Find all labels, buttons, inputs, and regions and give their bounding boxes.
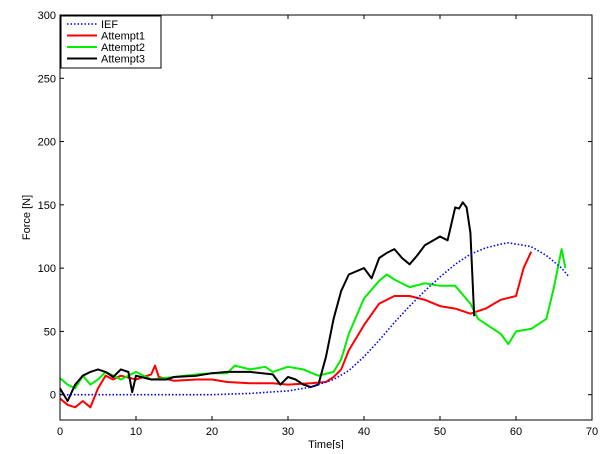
- y-axis: 0 50 100 150 200 250 300: [38, 10, 592, 402]
- y-tick-label: 250: [38, 73, 56, 85]
- series-line-attempt2: [59, 248, 567, 390]
- y-tick-label: 100: [38, 263, 56, 275]
- x-tick-label: 60: [510, 426, 522, 438]
- y-tick-label: 150: [38, 200, 56, 212]
- series-line-ief: [60, 242, 570, 396]
- x-tick-label: 50: [434, 426, 446, 438]
- legend-label: Attempt3: [101, 54, 145, 66]
- x-tick-label: 40: [358, 426, 370, 438]
- x-axis: 0 10 20 30 40 50 60 70: [57, 15, 598, 438]
- x-tick-label: 10: [130, 426, 142, 438]
- y-tick-label: 0: [50, 390, 56, 402]
- y-axis-label: Force [N]: [21, 195, 33, 240]
- x-tick-label: 30: [282, 426, 294, 438]
- y-tick-label: 300: [38, 10, 56, 22]
- x-axis-label: Time[s]: [308, 439, 344, 449]
- legend-label: Attempt1: [101, 31, 145, 43]
- series-line-attempt3: [59, 201, 476, 402]
- legend-label: Attempt2: [101, 42, 145, 54]
- x-tick-label: 0: [57, 426, 63, 438]
- x-tick-label: 20: [206, 426, 218, 438]
- x-tick-label: 70: [586, 426, 598, 438]
- series-layer: [59, 201, 570, 409]
- y-tick-label: 50: [44, 326, 56, 338]
- legend-label: IEF: [101, 19, 118, 31]
- plot-frame: [59, 14, 593, 421]
- y-tick-label: 200: [38, 137, 56, 149]
